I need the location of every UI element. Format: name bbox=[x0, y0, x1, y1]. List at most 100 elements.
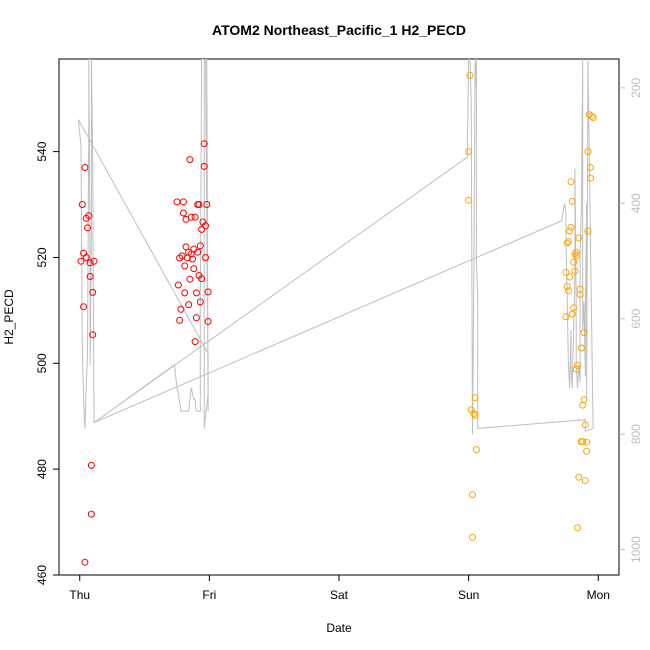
data-point bbox=[465, 196, 473, 204]
data-point bbox=[202, 254, 209, 261]
data-point bbox=[576, 291, 584, 298]
data-point bbox=[77, 257, 85, 265]
data-point bbox=[196, 242, 204, 250]
data-point bbox=[572, 248, 580, 256]
data-point bbox=[466, 71, 474, 79]
data-point bbox=[580, 396, 588, 404]
data-point bbox=[200, 140, 208, 148]
data-point bbox=[191, 213, 199, 221]
data-point bbox=[471, 394, 479, 402]
data-point bbox=[587, 164, 594, 171]
y2-tick-label: 600 bbox=[629, 308, 643, 328]
data-point bbox=[574, 524, 581, 532]
data-point bbox=[581, 477, 589, 485]
data-point bbox=[570, 304, 578, 312]
data-point bbox=[465, 148, 473, 156]
data-point bbox=[84, 224, 91, 232]
trace-layer bbox=[77, 59, 594, 435]
data-point bbox=[583, 447, 591, 455]
data-point bbox=[179, 198, 187, 206]
y-tick-label: 480 bbox=[35, 459, 49, 479]
data-point bbox=[89, 331, 97, 339]
data-point bbox=[202, 222, 209, 230]
data-point bbox=[189, 255, 196, 263]
data-point bbox=[470, 410, 478, 418]
trace-line bbox=[77, 59, 594, 435]
x-tick-label: Mon bbox=[587, 588, 610, 602]
data-point bbox=[174, 281, 182, 289]
data-point bbox=[562, 313, 570, 321]
data-point bbox=[566, 227, 574, 235]
data-point bbox=[81, 164, 89, 171]
data-point bbox=[192, 314, 200, 322]
data-point bbox=[570, 258, 578, 266]
data-point bbox=[563, 283, 571, 291]
data-point bbox=[173, 198, 181, 206]
data-point bbox=[80, 303, 88, 311]
data-point bbox=[584, 227, 592, 235]
data-point bbox=[177, 305, 185, 313]
y-tick-label: 500 bbox=[35, 353, 49, 373]
y2-tick-label: 1000 bbox=[629, 536, 643, 563]
chart-title: ATOM2 Northeast_Pacific_1 H2_PECD bbox=[212, 22, 466, 38]
data-point bbox=[204, 288, 212, 296]
data-point bbox=[186, 275, 194, 283]
x-axis-label: Date bbox=[326, 621, 352, 635]
data-point bbox=[185, 301, 193, 309]
data-point bbox=[471, 411, 479, 419]
data-point bbox=[204, 318, 212, 325]
data-point bbox=[78, 201, 86, 208]
data-point bbox=[200, 162, 208, 170]
data-point bbox=[87, 510, 95, 518]
y-axis-label: H2_PECD bbox=[2, 289, 16, 345]
data-point bbox=[568, 197, 576, 205]
data-point bbox=[192, 289, 200, 297]
x-tick-label: Sat bbox=[330, 588, 349, 602]
data-point bbox=[181, 262, 189, 270]
data-point bbox=[574, 361, 581, 369]
x-tick-label: Sun bbox=[458, 588, 479, 602]
data-point bbox=[572, 365, 580, 373]
data-point bbox=[472, 446, 480, 454]
data-point bbox=[82, 254, 90, 261]
data-point bbox=[198, 225, 206, 233]
data-point bbox=[584, 148, 592, 156]
data-point bbox=[198, 275, 206, 283]
data-point bbox=[566, 273, 574, 281]
data-point bbox=[577, 344, 585, 352]
data-point bbox=[176, 316, 184, 324]
data-point bbox=[195, 201, 203, 208]
data-point bbox=[587, 174, 594, 182]
data-point bbox=[190, 265, 198, 273]
data-point bbox=[186, 156, 194, 164]
data-point bbox=[81, 558, 89, 566]
data-point bbox=[85, 212, 93, 220]
points-layer bbox=[77, 71, 597, 566]
data-point bbox=[564, 287, 572, 295]
data-point bbox=[572, 252, 580, 260]
axes-layer: Thu Fri Sat Sun Mon 460 480 500 520 540 200 400 600 8… bbox=[35, 78, 643, 602]
data-point bbox=[86, 259, 94, 267]
data-point bbox=[469, 491, 476, 499]
data-point bbox=[87, 461, 95, 469]
data-point bbox=[567, 178, 575, 186]
data-point bbox=[89, 288, 97, 296]
data-point bbox=[181, 289, 189, 297]
data-point bbox=[568, 310, 576, 318]
data-point bbox=[86, 273, 94, 280]
data-point bbox=[581, 421, 589, 429]
data-point bbox=[187, 213, 195, 221]
y-tick-label: 460 bbox=[35, 565, 49, 585]
data-point bbox=[190, 245, 198, 253]
data-point bbox=[563, 239, 571, 247]
data-point bbox=[583, 438, 591, 446]
y2-tick-label: 200 bbox=[629, 78, 643, 98]
data-point bbox=[562, 268, 570, 276]
data-point bbox=[571, 267, 579, 275]
data-point bbox=[575, 473, 583, 481]
data-point bbox=[564, 238, 572, 246]
data-point bbox=[588, 112, 596, 120]
y2-tick-label: 800 bbox=[629, 424, 643, 444]
data-point bbox=[576, 285, 584, 293]
x-tick-label: Fri bbox=[202, 588, 216, 602]
